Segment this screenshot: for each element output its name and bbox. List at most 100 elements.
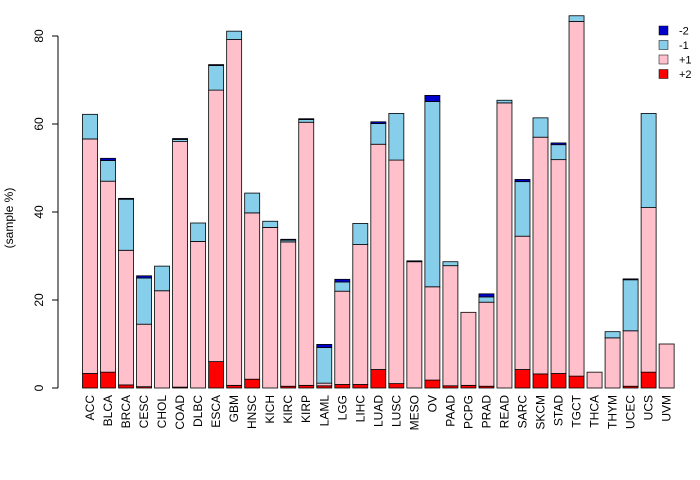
bar-esca-minus1 — [208, 65, 225, 91]
bar-stack-coad — [172, 138, 189, 389]
x-tick-label: SKCM — [534, 395, 548, 430]
bar-lgg-minus1 — [334, 281, 351, 292]
bar-stack-read — [496, 99, 513, 389]
bar-hnsc-minus1 — [244, 192, 261, 214]
bar-stack-prad — [478, 293, 495, 389]
bar-brca-minus2 — [118, 197, 134, 200]
x-axis-labels: ACC BLCA BRCA CESC CHOL COAD DLBC ESCA GBM HNSC KI… — [83, 394, 674, 430]
bar-esca-plus2 — [208, 361, 225, 389]
x-tick-label: ESCA — [209, 395, 223, 428]
bar-stack-lgg — [334, 278, 351, 389]
bar-stack-tgct — [568, 15, 585, 389]
bar-brca-minus1 — [118, 198, 134, 251]
legend-label: +2 — [679, 69, 692, 81]
x-tick-label: DLBC — [191, 395, 205, 427]
bar-hnsc-plus2 — [244, 378, 261, 389]
bar-paad-plus1 — [442, 265, 459, 387]
bar-luad-minus2 — [370, 121, 387, 124]
bar-prad-minus1 — [478, 296, 495, 303]
bar-dlbc-minus1 — [190, 222, 207, 242]
bar-stack-lusc — [388, 113, 405, 389]
bar-coad-minus2 — [172, 138, 189, 140]
bar-stack-dlbc — [190, 222, 207, 389]
y-tick-label: 60 — [32, 117, 46, 131]
bar-paad-minus1 — [442, 261, 459, 267]
x-tick-label: LAML — [317, 395, 331, 427]
bar-stack-paad — [442, 261, 459, 389]
bar-prad-plus1 — [478, 301, 495, 387]
x-tick-label: UCS — [642, 395, 656, 420]
bar-sarc-plus1 — [514, 235, 531, 370]
x-tick-label: KIRC — [281, 395, 295, 424]
x-tick-label: PCPG — [461, 395, 475, 429]
bar-kirc-minus2 — [280, 238, 297, 241]
bar-kich-plus1 — [262, 226, 279, 389]
y-axis-title: (sample %) — [2, 188, 16, 249]
legend-label: -1 — [679, 40, 689, 52]
x-tick-label: HNSC — [245, 395, 259, 429]
x-tick-label: TGCT — [570, 394, 584, 427]
bar-ov-plus2 — [424, 379, 441, 389]
bar-lgg-minus2 — [334, 278, 351, 283]
x-tick-label: OV — [425, 395, 439, 412]
x-tick-label: BRCA — [119, 395, 133, 428]
x-tick-label: COAD — [173, 395, 187, 430]
bar-laml-minus1 — [316, 347, 333, 384]
bar-sarc-plus2 — [514, 369, 531, 389]
bar-luad-minus1 — [370, 123, 387, 145]
bar-uvm-plus1 — [658, 343, 675, 389]
legend-label: -2 — [679, 26, 689, 38]
x-tick-label: THCA — [588, 395, 602, 428]
bar-chol-minus1 — [154, 265, 170, 292]
legend-swatch — [658, 40, 669, 50]
bar-prad-minus2 — [478, 293, 495, 298]
x-tick-label: ACC — [83, 395, 97, 421]
bar-ucec-minus2 — [622, 278, 639, 281]
bar-stack-kirc — [280, 238, 297, 389]
bar-stad-plus1 — [550, 159, 567, 374]
bar-read-plus1 — [496, 102, 513, 389]
bar-dlbc-plus1 — [190, 241, 207, 389]
bar-gbm-plus1 — [226, 39, 243, 386]
x-tick-label: PAAD — [443, 395, 457, 427]
bar-stack-luad — [370, 121, 387, 389]
bar-tgct-plus1 — [568, 21, 585, 377]
bar-esca-minus2 — [208, 64, 225, 66]
bars — [82, 15, 675, 389]
x-tick-label: UVM — [660, 395, 674, 422]
bar-skcm-minus1 — [532, 117, 549, 138]
bar-stad-plus2 — [550, 373, 567, 389]
bar-ucec-plus1 — [622, 330, 639, 387]
bar-tgct-minus1 — [568, 15, 585, 22]
x-tick-label: LGG — [335, 395, 349, 420]
bar-skcm-plus1 — [532, 136, 549, 375]
x-tick-label: GBM — [227, 395, 241, 422]
bar-ucs-plus2 — [640, 371, 657, 389]
bar-kirc-plus1 — [280, 241, 297, 387]
bar-read-minus1 — [496, 99, 513, 104]
y-tick-label: 20 — [32, 293, 46, 307]
bar-cesc-plus1 — [136, 323, 152, 388]
x-tick-label: KICH — [263, 395, 277, 424]
bar-acc-minus1 — [82, 113, 98, 140]
bar-pcpg-plus1 — [460, 311, 477, 386]
bar-laml-minus2 — [316, 344, 333, 348]
legend-swatch — [658, 69, 669, 79]
bar-meso-plus1 — [406, 261, 423, 389]
bar-chol-plus1 — [154, 290, 170, 389]
bar-stack-skcm — [532, 117, 549, 389]
bar-kich-minus1 — [262, 220, 279, 228]
bar-lihc-plus1 — [352, 244, 369, 385]
bar-stack-uvm — [658, 343, 675, 389]
x-tick-label: LUSC — [389, 395, 403, 427]
bar-thym-plus1 — [604, 337, 621, 389]
bar-blca-minus2 — [100, 157, 116, 161]
bar-stack-stad — [550, 142, 567, 389]
bar-lgg-plus2 — [334, 384, 351, 389]
bar-stack-thym — [604, 331, 621, 389]
bar-ucs-plus1 — [640, 207, 657, 373]
bar-stack-acc — [82, 113, 98, 389]
bar-kirp-plus1 — [298, 121, 315, 386]
bar-stack-pcpg — [460, 311, 477, 389]
